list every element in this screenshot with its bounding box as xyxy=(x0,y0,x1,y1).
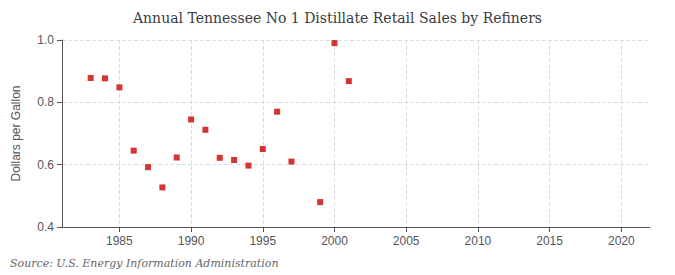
svg-text:1.0: 1.0 xyxy=(37,33,54,47)
svg-text:Dollars per Gallon: Dollars per Gallon xyxy=(9,85,23,181)
svg-text:1985: 1985 xyxy=(106,234,133,248)
svg-text:2020: 2020 xyxy=(608,234,635,248)
svg-text:1990: 1990 xyxy=(178,234,205,248)
svg-text:2005: 2005 xyxy=(393,234,420,248)
svg-text:2015: 2015 xyxy=(536,234,563,248)
svg-text:Source: U.S. Energy Informatio: Source: U.S. Energy Information Administ… xyxy=(10,257,278,270)
svg-text:0.6: 0.6 xyxy=(37,158,54,172)
svg-text:0.8: 0.8 xyxy=(37,95,54,109)
svg-text:Annual Tennessee No 1 Distilla: Annual Tennessee No 1 Distillate Retail … xyxy=(132,10,542,26)
svg-text:2000: 2000 xyxy=(321,234,348,248)
svg-text:1995: 1995 xyxy=(249,234,276,248)
svg-text:0.4: 0.4 xyxy=(37,220,54,234)
svg-text:2010: 2010 xyxy=(465,234,492,248)
